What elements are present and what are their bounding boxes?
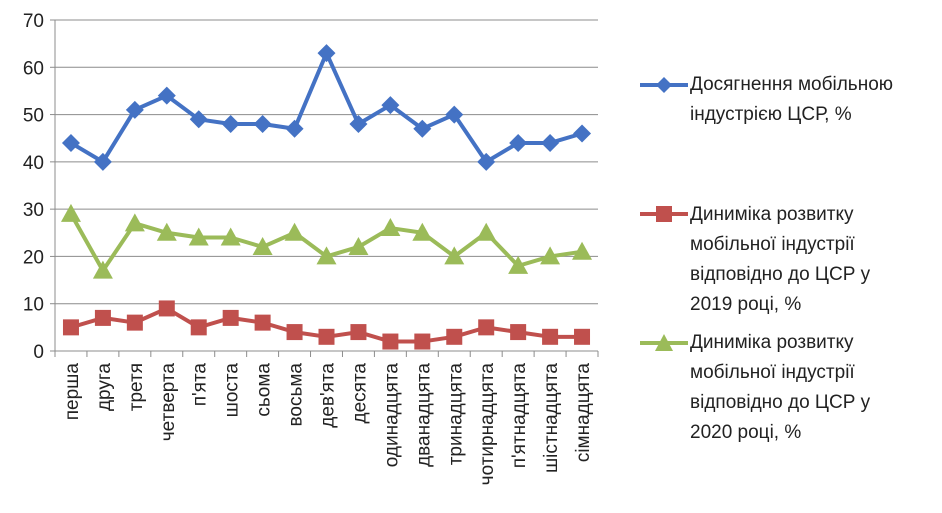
data-point <box>60 203 81 222</box>
x-tick-label: дев'ята <box>318 363 339 428</box>
data-point <box>61 133 80 152</box>
legend-item-series-3: Диниміка розвитку мобільної індустрії ві… <box>640 328 940 453</box>
data-point <box>253 115 272 134</box>
data-point <box>284 222 305 241</box>
data-point <box>93 152 112 171</box>
data-point <box>349 115 368 134</box>
legend: Досягнення мобільною індустрією ЦСР, % Д… <box>640 0 940 513</box>
diamond-marker-icon <box>640 77 688 93</box>
data-point <box>509 133 528 152</box>
x-tick-label: четверта <box>158 363 179 442</box>
x-tick-label: сьома <box>254 363 275 417</box>
x-tick-label: дванадцята <box>413 363 434 467</box>
x-tick-label: чотирнадцята <box>477 363 498 486</box>
y-tick-label: 0 <box>33 342 44 363</box>
data-point <box>478 319 495 336</box>
data-point <box>446 328 463 345</box>
data-point <box>318 328 335 345</box>
data-point <box>189 110 208 129</box>
series-group <box>60 44 593 350</box>
data-point <box>382 333 399 350</box>
y-tick-label: 10 <box>23 295 44 316</box>
data-point <box>380 218 401 237</box>
data-point <box>508 255 529 274</box>
data-point <box>286 324 303 341</box>
data-point <box>157 86 176 105</box>
data-point <box>572 241 593 260</box>
data-point <box>188 227 209 246</box>
data-point <box>158 300 175 317</box>
square-marker-icon <box>640 206 688 222</box>
data-point <box>476 222 497 241</box>
data-point <box>541 133 560 152</box>
axes <box>50 19 599 357</box>
data-point <box>412 222 433 241</box>
data-point <box>125 100 144 119</box>
data-point <box>350 324 367 341</box>
gridlines <box>55 19 598 305</box>
triangle-marker-icon <box>640 334 688 351</box>
data-point <box>126 314 143 331</box>
data-point <box>222 309 239 326</box>
y-tick-label: 60 <box>23 58 44 79</box>
data-point <box>94 309 111 326</box>
data-point <box>285 119 304 138</box>
data-point <box>573 124 592 143</box>
y-tick-label: 20 <box>23 247 44 268</box>
data-point <box>254 314 271 331</box>
x-tick-label: шоста <box>222 363 243 418</box>
data-point <box>413 119 432 138</box>
x-tick-label: третя <box>126 363 147 411</box>
series-3 <box>60 203 593 279</box>
data-point <box>92 260 113 279</box>
x-tick-label: сімнадцята <box>573 363 594 463</box>
data-point <box>477 152 496 171</box>
legend-label-series-1: Досягнення мобільною індустрією ЦСР, % <box>690 74 894 125</box>
data-point <box>220 227 241 246</box>
data-point <box>381 96 400 115</box>
x-tick-label: восьма <box>286 363 307 427</box>
data-point <box>510 324 527 341</box>
x-tick-label: тринадцята <box>445 363 466 466</box>
data-point <box>445 105 464 124</box>
data-point <box>252 236 273 255</box>
x-tick-label: п'ятнадцята <box>509 363 530 469</box>
x-tick-label: десята <box>349 363 370 424</box>
series-2 <box>62 300 591 350</box>
legend-item-series-2: Диниміка розвитку мобільної індустрії ві… <box>640 200 940 320</box>
x-tick-label: одинадцята <box>381 363 402 468</box>
data-point <box>124 213 145 232</box>
data-point <box>156 222 177 241</box>
data-point <box>542 328 559 345</box>
x-tick-label: перша <box>62 363 83 421</box>
y-tick-label: 50 <box>23 106 44 127</box>
x-tick-label: п'ята <box>190 363 211 407</box>
data-point <box>316 246 337 265</box>
data-point <box>540 246 561 265</box>
data-point <box>444 246 465 265</box>
data-point <box>190 319 207 336</box>
data-point <box>414 333 431 350</box>
data-point <box>221 115 240 134</box>
y-tick-label: 30 <box>23 200 44 221</box>
y-tick-label: 70 <box>23 11 44 32</box>
data-point <box>62 319 79 336</box>
data-point <box>574 328 591 345</box>
x-tick-labels: перша друга третя четверта п'ята шоста сьома во… <box>62 363 594 486</box>
legend-item-series-1: Досягнення мобільною індустрією ЦСР, % <box>640 70 940 140</box>
x-tick-label: шістнадцята <box>541 363 562 473</box>
series-1 <box>61 44 592 171</box>
y-tick-label: 40 <box>23 153 44 174</box>
data-point <box>348 236 369 255</box>
series-line <box>69 51 583 164</box>
x-tick-label: друга <box>94 363 115 411</box>
data-point <box>317 44 336 63</box>
legend-label-series-3: Диниміка розвитку мобільної індустрії ві… <box>690 332 871 443</box>
legend-label-series-2: Диниміка розвитку мобільної індустрії ві… <box>690 204 871 315</box>
y-tick-labels: 0 10 20 30 40 50 60 70 <box>23 11 44 363</box>
